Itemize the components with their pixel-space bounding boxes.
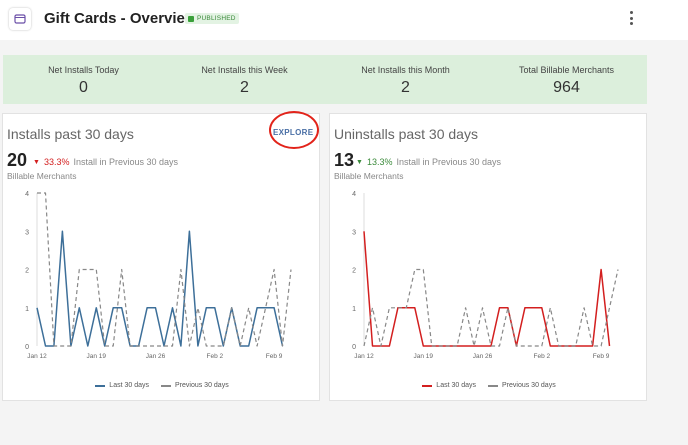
x-tick-label: Jan 12 xyxy=(354,353,374,360)
stat-total-billable-merchants: Total Billable Merchants 964 xyxy=(486,55,647,104)
uninstalls-card: Uninstalls past 30 days 13 ▼ 13.3% Insta… xyxy=(329,113,647,401)
kebab-menu-icon[interactable] xyxy=(626,11,636,25)
caret-down-icon: ▼ xyxy=(356,158,363,166)
installs-change: ▼ 33.3% Install in Previous 30 days xyxy=(33,157,178,167)
installs-count: 20 xyxy=(7,150,28,170)
annotation-circle xyxy=(269,111,319,149)
x-tick-label: Jan 26 xyxy=(473,353,493,360)
caret-down-icon: ▼ xyxy=(33,158,40,166)
legend-last-30: Last 30 days xyxy=(422,382,476,389)
series-line-previous-30-days xyxy=(37,192,292,347)
stat-label: Net Installs Today xyxy=(48,65,119,75)
legend-previous-30: Previous 30 days xyxy=(161,382,229,389)
legend-last-30: Last 30 days xyxy=(95,382,149,389)
change-percent: 33.3% xyxy=(43,157,70,167)
y-tick-label: 1 xyxy=(25,306,29,313)
stats-bar: Net Installs Today 0 Net Installs this W… xyxy=(3,55,647,104)
x-tick-label: Jan 19 xyxy=(414,353,434,360)
legend-previous-30: Previous 30 days xyxy=(488,382,556,389)
published-icon xyxy=(188,15,194,22)
x-tick-label: Jan 12 xyxy=(27,353,47,360)
x-tick-label: Feb 9 xyxy=(266,353,283,360)
card-subtitle: Billable Merchants xyxy=(7,171,77,181)
chart-legend: Last 30 days Previous 30 days xyxy=(330,382,648,389)
uninstalls-line-chart: 0 1 2 3 4 Jan 12 Jan 19 Jan 26 Feb 2 Feb 9 xyxy=(352,191,619,360)
y-tick-label: 4 xyxy=(352,191,356,198)
change-description: Install in Previous 30 days xyxy=(396,157,502,167)
stat-value: 2 xyxy=(240,79,249,96)
y-tick-label: 4 xyxy=(25,191,29,198)
x-tick-label: Feb 2 xyxy=(206,353,223,360)
card-title: Installs past 30 days xyxy=(7,126,134,142)
y-tick-label: 0 xyxy=(352,344,356,351)
stat-value: 2 xyxy=(401,79,410,96)
installs-line-chart: 0 1 2 3 4 Jan 12 Jan 19 Jan 26 Feb 2 Feb 9 xyxy=(25,191,292,360)
series-line-last-30-days xyxy=(363,231,611,347)
x-tick-label: Feb 2 xyxy=(533,353,550,360)
stat-net-installs-month: Net Installs this Month 2 xyxy=(325,55,486,104)
stat-label: Total Billable Merchants xyxy=(518,65,615,75)
card-subtitle: Billable Merchants xyxy=(334,171,404,181)
window-icon xyxy=(9,8,31,30)
x-tick-label: Jan 19 xyxy=(87,353,107,360)
uninstalls-change: ▼ 13.3% Install in Previous 30 days xyxy=(356,157,501,167)
change-percent: 13.3% xyxy=(366,157,393,167)
stat-label: Net Installs this Week xyxy=(201,65,288,75)
page-title: Gift Cards - Overview xyxy=(44,10,197,27)
y-tick-label: 1 xyxy=(352,306,356,313)
card-title: Uninstalls past 30 days xyxy=(334,126,478,142)
installs-card: Installs past 30 days EXPLORE 20 ▼ 33.3%… xyxy=(2,111,321,401)
stat-value: 964 xyxy=(553,79,580,96)
x-tick-label: Feb 9 xyxy=(593,353,610,360)
uninstalls-count: 13 xyxy=(334,150,355,170)
stat-value: 0 xyxy=(79,79,88,96)
series-line-previous-30-days xyxy=(363,268,619,347)
series-line-last-30-days xyxy=(36,230,284,347)
x-tick-label: Jan 26 xyxy=(146,353,166,360)
stat-net-installs-today: Net Installs Today 0 xyxy=(3,55,164,104)
y-tick-label: 3 xyxy=(352,229,356,236)
stat-label: Net Installs this Month xyxy=(361,65,450,75)
change-description: Install in Previous 30 days xyxy=(73,157,179,167)
y-tick-label: 0 xyxy=(25,344,29,351)
chart-legend: Last 30 days Previous 30 days xyxy=(3,382,321,389)
stat-net-installs-week: Net Installs this Week 2 xyxy=(164,55,325,104)
y-tick-label: 2 xyxy=(25,268,29,275)
y-tick-label: 2 xyxy=(352,268,356,275)
y-tick-label: 3 xyxy=(25,229,29,236)
top-bar: Gift Cards - Overview PUBLISHED xyxy=(0,0,688,40)
status-badge: PUBLISHED xyxy=(185,13,239,24)
